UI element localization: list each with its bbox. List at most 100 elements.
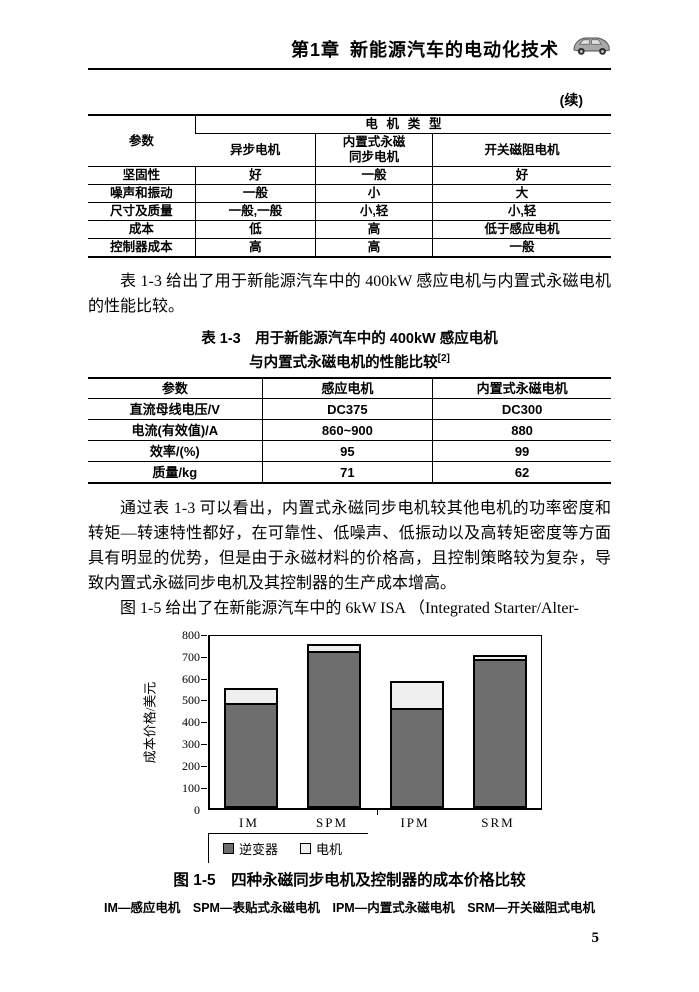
table-row: 效率/(%) 95 99 — [88, 440, 611, 463]
table-1-3-title: 表 1-3 用于新能源汽车中的 400kW 感应电机 与内置式永磁电机的性能比较… — [88, 329, 611, 373]
paragraph-analysis: 通过表 1-3 可以看出，内置式永磁同步电机较其他电机的功率密度和转矩—转速特性… — [88, 499, 611, 592]
motor-type-group-header: 电机类型 — [194, 115, 611, 134]
param-cell: 直流母线电压/V — [88, 398, 263, 421]
page: 第1章 新能源汽车的电动化技术 (续) 参数 电机类型 异步电机 内置式永磁 同步… — [88, 0, 611, 947]
legend-item: 电机 — [300, 839, 342, 858]
value-cell: 高 — [194, 238, 316, 257]
column-header: 开关磁阻电机 — [432, 133, 611, 167]
reference-superscript: [2] — [437, 353, 450, 364]
param-cell: 成本 — [88, 220, 196, 239]
y-tick-mark — [201, 678, 207, 680]
performance-table-body: 直流母线电压/V DC375 DC300 电流(有效值)/A 860~900 880 效率/… — [88, 398, 611, 483]
value-cell: 一般,一般 — [194, 202, 316, 221]
column-header: 参数 — [88, 377, 263, 400]
table-title-line2: 与内置式永磁电机的性能比较[2] — [249, 353, 450, 371]
chart-plot-area — [208, 634, 542, 810]
value-cell: 小 — [314, 184, 433, 203]
figure-caption: 图 1-5 四种永磁同步电机及控制器的成本价格比较 — [173, 871, 526, 889]
legend-label: 电机 — [316, 841, 343, 857]
value-cell: 一般 — [194, 184, 316, 203]
y-tick-mark — [201, 787, 207, 789]
value-cell: 71 — [261, 461, 433, 483]
value-cell: 62 — [432, 461, 611, 483]
value-cell: 小,轻 — [432, 202, 611, 221]
column-header: 感应电机 — [261, 377, 433, 400]
stacked-bar-ipm — [390, 680, 444, 808]
table-row: 控制器成本高高一般 — [88, 238, 611, 257]
page-number: 5 — [591, 929, 600, 946]
y-axis-title-wrap: 成本价格/美元 — [140, 635, 158, 810]
value-cell: 一般 — [314, 166, 433, 185]
param-cell: 坚固性 — [88, 166, 196, 185]
y-tick-label: 300 — [182, 737, 200, 752]
value-cell: 好 — [194, 166, 316, 185]
bar-segment-inverter — [392, 707, 442, 806]
value-cell: 高 — [314, 238, 433, 257]
value-cell: 一般 — [432, 238, 611, 257]
figure-abbreviation-note: IM—感应电机 SPM—表贴式永磁电机 IPM—内置式永磁电机 SRM—开关磁阻… — [104, 900, 595, 915]
y-tick-mark — [201, 634, 207, 636]
y-axis-title: 成本价格/美元 — [142, 681, 158, 764]
y-tick-label: 800 — [182, 627, 200, 642]
x-axis-label-spm: SPM — [315, 814, 349, 830]
y-tick-mark — [201, 744, 207, 746]
car-icon — [571, 35, 611, 63]
chapter-heading: 第1章 新能源汽车的电动化技术 — [291, 36, 559, 62]
stacked-bar-srm — [473, 654, 527, 808]
value-cell: DC375 — [261, 398, 433, 421]
table-row: 电流(有效值)/A 860~900 880 — [88, 419, 611, 442]
table-row: 质量/kg 71 62 — [88, 461, 611, 483]
legend-label: 逆变器 — [239, 841, 279, 857]
table-row: 噪声和振动 一般小大 — [88, 184, 611, 203]
param-cell: 电流(有效值)/A — [88, 419, 263, 442]
table-row: 直流母线电压/V DC375 DC300 — [88, 398, 611, 421]
y-tick-mark — [201, 656, 207, 658]
value-cell: 大 — [432, 184, 611, 203]
table-header-row: 参数 电机类型 — [88, 115, 611, 167]
param-cell: 噪声和振动 — [88, 184, 196, 203]
column-header: 异步电机 — [195, 133, 316, 167]
motor-type-table-body: 坚固性好一般好噪声和振动 一般小大尺寸及质量 一般,一般 小,轻 小,轻 成本低高低于感应… — [88, 166, 611, 257]
value-cell: 880 — [432, 419, 611, 442]
y-tick-mark — [201, 722, 207, 724]
value-cell: 高 — [314, 220, 433, 239]
value-cell: 低 — [194, 220, 316, 239]
y-tick-label: 0 — [194, 802, 200, 817]
y-tick-mark — [201, 700, 207, 702]
param-header-cell: 参数 — [88, 115, 196, 167]
y-tick-label: 700 — [182, 649, 200, 664]
y-tick-label: 600 — [182, 671, 200, 686]
figure-1-5-chart: 成本价格/美元 逆变器 电机 0 100 200 300 400 500 600 700 800 I… — [88, 624, 611, 864]
y-tick-label: 400 — [182, 715, 200, 730]
header-rule — [88, 68, 611, 70]
y-tick-label: 100 — [182, 780, 200, 795]
column-header: 内置式永磁电机 — [432, 377, 611, 400]
bar-segment-inverter — [226, 702, 276, 806]
value-cell: 99 — [432, 440, 611, 463]
chapter-number: 第1章 — [290, 40, 340, 60]
param-cell: 效率/(%) — [88, 440, 263, 463]
stacked-bar-im — [224, 687, 278, 808]
param-cell: 尺寸及质量 — [88, 202, 196, 221]
table-row: 成本低高低于感应电机 — [88, 220, 611, 239]
chart-legend: 逆变器 电机 — [208, 832, 368, 863]
y-tick-mark — [201, 766, 207, 768]
y-tick-label: 200 — [182, 759, 200, 774]
table-subheader-row: 异步电机 内置式永磁 同步电机 开关磁阻电机 — [88, 133, 611, 167]
table-row: 尺寸及质量 一般,一般 小,轻 小,轻 — [88, 202, 611, 221]
x-axis-label-srm: SRM — [481, 814, 515, 830]
value-cell: 低于感应电机 — [432, 220, 611, 239]
stacked-bar-spm — [307, 643, 361, 808]
value-cell: 好 — [432, 166, 611, 185]
y-tick-label: 500 — [182, 693, 200, 708]
x-axis-mid-tick — [377, 809, 378, 815]
value-cell: 小,轻 — [314, 202, 433, 221]
performance-comparison-table: 参数 感应电机 内置式永磁电机 直流母线电压/V DC375 DC300 电流(有效值… — [88, 376, 611, 484]
value-cell: 860~900 — [261, 419, 433, 442]
motor-type-comparison-table: 参数 电机类型 异步电机 内置式永磁 同步电机 开关磁阻电机 坚固性好一般好噪声… — [88, 114, 611, 258]
table-row: 坚固性好一般好 — [88, 166, 611, 185]
legend-swatch — [300, 842, 312, 854]
table-continued-label: (续) — [559, 92, 583, 108]
x-axis-label-im: IM — [239, 814, 259, 830]
param-cell: 控制器成本 — [110, 240, 173, 254]
